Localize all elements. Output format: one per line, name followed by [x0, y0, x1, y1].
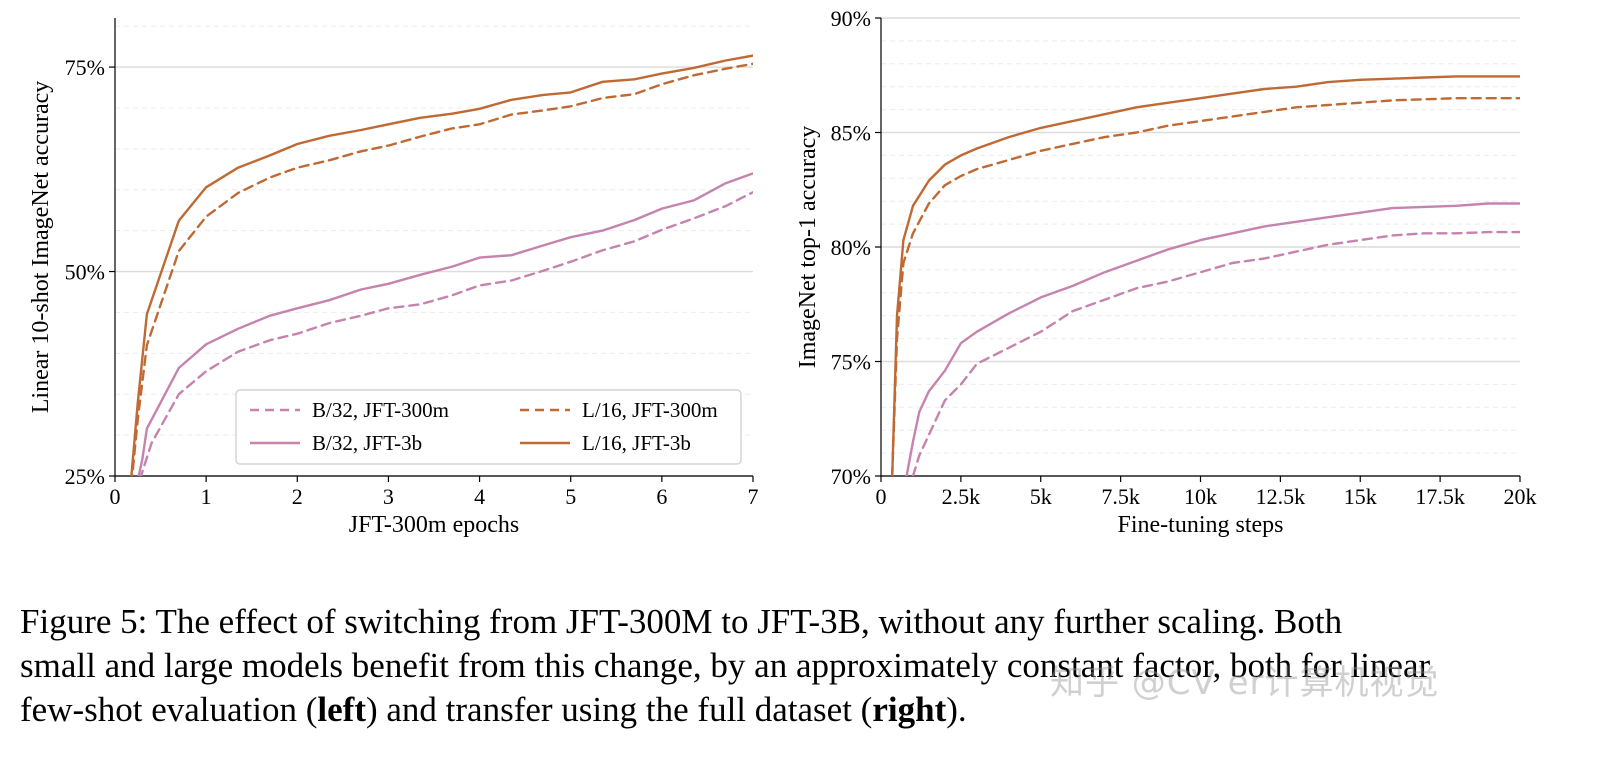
caption-bold-right: right	[872, 690, 947, 729]
series-lines	[891, 75, 1520, 476]
x-tick-label: 7	[748, 484, 759, 509]
series-line-b-32-jft-300m	[140, 190, 753, 476]
x-tick-label: 20k	[1504, 484, 1537, 509]
x-tick-label: 0	[876, 484, 887, 509]
y-tick-label: 80%	[831, 235, 871, 260]
x-tick-label: 12.5k	[1256, 484, 1306, 509]
x-axis-label: JFT-300m epochs	[349, 512, 519, 538]
series-line-l-16-jft-3b	[130, 54, 753, 476]
x-tick-label: 2.5k	[942, 484, 981, 509]
caption-line-2: small and large models benefit from this…	[20, 646, 1431, 685]
x-tick-label: 6	[656, 484, 667, 509]
x-tick-label: 5k	[1030, 484, 1052, 509]
caption-text-c: ).	[946, 690, 967, 729]
x-tick-label: 7.5k	[1101, 484, 1140, 509]
caption-bold-left: left	[317, 690, 366, 729]
y-tick-label: 85%	[831, 121, 871, 146]
legend-label: L/16, JFT-3b	[582, 431, 691, 455]
x-tick-label: 5	[565, 484, 576, 509]
x-tick-label: 0	[110, 484, 121, 509]
series-line-b-32-jft-3b	[137, 172, 753, 476]
y-tick-label: 25%	[65, 464, 105, 489]
x-tick-label: 1	[201, 484, 212, 509]
y-axis-label: Linear 10-shot ImageNet accuracy	[28, 81, 54, 414]
legend-label: B/32, JFT-3b	[312, 431, 422, 455]
y-tick-label: 75%	[831, 350, 871, 375]
series-line-l-16-jft-300m	[130, 62, 753, 476]
x-tick-label: 10k	[1184, 484, 1217, 509]
x-tick-label: 15k	[1344, 484, 1377, 509]
series-line-b-32-jft-300m	[911, 230, 1520, 476]
right-chart: 0 2.5k 5k 7.5k 10k 12.5k 15k 17.5k 20k 70% 75% 80% 8…	[795, 6, 1537, 538]
y-tick-label: 70%	[831, 464, 871, 489]
y-tick-label: 50%	[65, 260, 105, 285]
caption-text-b: ) and transfer using the full dataset (	[365, 690, 873, 729]
x-tick-label: 4	[474, 484, 485, 509]
figure-caption: Figure 5: The effect of switching from J…	[20, 600, 1605, 732]
series-lines	[130, 54, 753, 476]
series-line-b-32-jft-3b	[905, 202, 1520, 476]
legend-label: B/32, JFT-300m	[312, 398, 449, 422]
y-tick-label: 90%	[831, 6, 871, 31]
x-axis-label: Fine-tuning steps	[1118, 512, 1284, 538]
x-tick-label: 2	[292, 484, 303, 509]
chart-legend: B/32, JFT-300m L/16, JFT-300m B/32, JFT-3b…	[235, 389, 742, 465]
caption-line-1: Figure 5: The effect of switching from J…	[20, 602, 1343, 641]
x-tick-label: 17.5k	[1415, 484, 1465, 509]
series-line-l-16-jft-300m	[891, 96, 1520, 476]
left-chart: 0 1 2 3 4 5 6 7 25% 50% 75% JFT-300m epochs Linear 1…	[28, 18, 759, 538]
legend-label: L/16, JFT-300m	[582, 398, 718, 422]
caption-line-3: few-shot evaluation (left) and transfer …	[20, 688, 1605, 732]
y-axis-label: ImageNet top-1 accuracy	[795, 126, 821, 369]
legend-box	[235, 389, 742, 465]
x-tick-label: 3	[383, 484, 394, 509]
y-tick-label: 75%	[65, 55, 105, 80]
caption-text-a: few-shot evaluation (	[20, 690, 318, 729]
series-line-l-16-jft-3b	[891, 75, 1520, 476]
figure-charts: 0 1 2 3 4 5 6 7 25% 50% 75% JFT-300m epochs Linear 1…	[28, 6, 1537, 538]
watermark-text: 知乎 @CV er计算机视觉	[1050, 663, 1440, 703]
grid-lines	[881, 17, 1520, 477]
